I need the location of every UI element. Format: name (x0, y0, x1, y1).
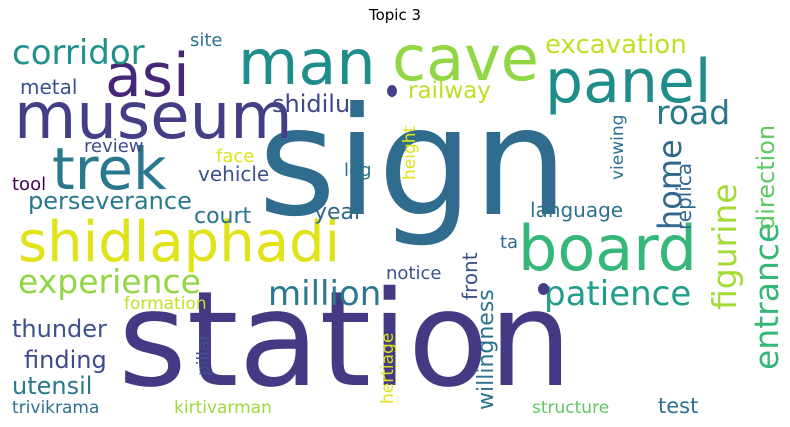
word-tool: tool (12, 174, 47, 195)
word-perseverance: perseverance (28, 187, 192, 215)
dot-mark (538, 283, 549, 295)
word-pillar: pillar (194, 333, 214, 376)
word-shidlaphadi: shidlaphadi (18, 210, 341, 275)
word-kirtivarman: kirtivarman (174, 398, 272, 418)
word-metal: metal (20, 75, 78, 99)
word-museum: museum (14, 80, 293, 154)
word-test: test (658, 394, 699, 418)
word-leg: leg (344, 160, 372, 181)
word-review: review (84, 136, 144, 157)
word-experience: experience (18, 262, 201, 301)
word-asi: asi (105, 41, 190, 111)
chart-title: Topic 3 (368, 6, 422, 24)
word-station: station (118, 263, 573, 417)
word-road: road (656, 93, 731, 132)
word-language: language (530, 198, 624, 222)
word-shidilu: shidilu (272, 90, 351, 118)
word-cave: cave (392, 30, 539, 95)
word-million: million (268, 274, 382, 314)
word-viewing: viewing (608, 114, 628, 180)
word-structure: structure (532, 398, 610, 418)
word-notice: notice (386, 263, 442, 284)
word-willingness: willingness (474, 289, 499, 410)
word-cloud: sign station board museum asi man cave p… (10, 30, 780, 420)
word-thunder: thunder (12, 315, 107, 343)
word-height: height (400, 125, 420, 180)
word-direction: direction (752, 124, 780, 230)
word-hertiage: hertiage (378, 332, 398, 404)
word-replica: replica (672, 162, 696, 230)
word-entrance: entrance (747, 222, 780, 370)
word-excavation: excavation (545, 30, 687, 60)
word-finding: finding (24, 346, 107, 374)
word-board: board (518, 212, 698, 285)
word-corridor: corridor (12, 33, 145, 73)
dot-mark (387, 85, 397, 97)
word-sign: sign (258, 76, 569, 250)
word-man: man (238, 30, 376, 99)
word-patience: patience (544, 274, 692, 314)
word-year: year (314, 200, 364, 225)
word-figurine: figurine (705, 183, 744, 310)
word-vehicle: vehicle (198, 162, 270, 186)
word-trivikrama: trivikrama (12, 398, 100, 418)
word-site: site (190, 30, 223, 51)
word-formation: formation (124, 294, 207, 314)
word-railway: railway (408, 78, 491, 104)
word-face: face (216, 146, 255, 167)
word-utensil: utensil (12, 372, 93, 400)
word-ta: ta (500, 232, 519, 253)
word-court: court (194, 204, 252, 229)
word-trek: trek (52, 135, 167, 203)
word-panel: panel (545, 47, 712, 117)
